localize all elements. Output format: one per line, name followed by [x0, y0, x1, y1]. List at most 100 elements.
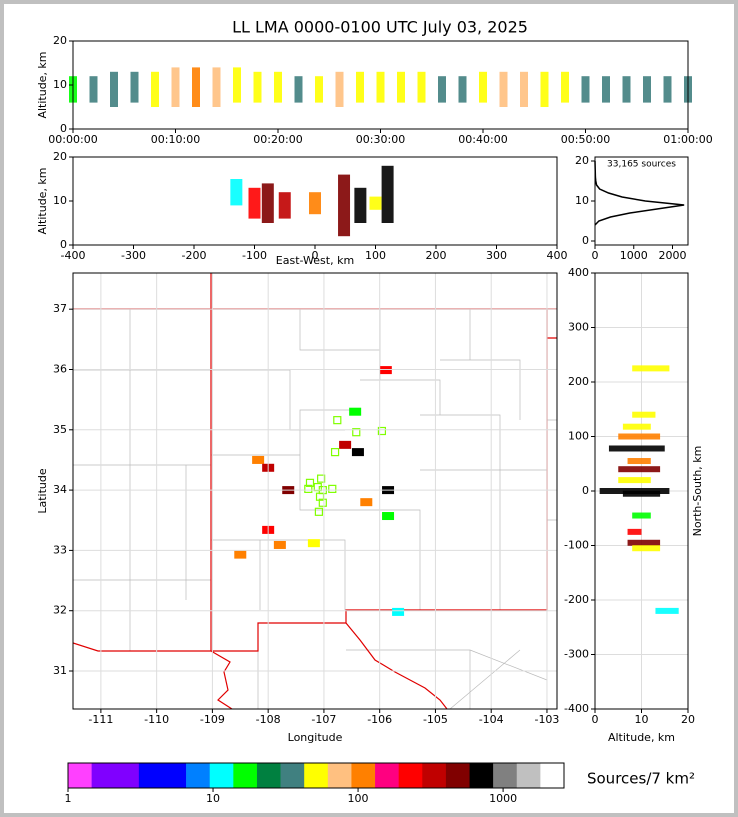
x-tick-label: 00:40:00 [458, 133, 507, 146]
y-tick-label: 400 [568, 266, 589, 279]
x-axis-label: East-West, km [276, 254, 354, 267]
source-band [632, 545, 661, 552]
source-cell [349, 407, 362, 416]
source-band [397, 71, 405, 103]
x-tick-label: -100 [242, 249, 267, 262]
source-count: 33,165 sources [607, 160, 676, 170]
x-tick-label: 100 [365, 249, 386, 262]
x-axis-label: Altitude, km [608, 731, 675, 744]
colorbar-cell [91, 763, 116, 788]
colorbar-cell [256, 763, 281, 788]
station [317, 474, 326, 483]
source-band [622, 490, 661, 497]
x-tick-label: 10 [635, 713, 649, 726]
x-tick-label: 300 [486, 249, 507, 262]
source-cell [339, 440, 352, 449]
source-cell [252, 455, 265, 464]
source-band [274, 71, 282, 103]
y-tick-label: 20 [53, 34, 67, 47]
x-tick-label: -300 [121, 249, 146, 262]
station [333, 416, 342, 425]
source-band [369, 196, 382, 210]
station [305, 478, 315, 487]
x-tick-label: -109 [200, 713, 225, 726]
y-tick-label: 36 [53, 362, 67, 375]
colorbar-cell [351, 763, 376, 788]
source-band [632, 365, 670, 372]
station [304, 484, 313, 493]
source-band [643, 76, 651, 103]
x-tick-label: 400 [547, 249, 568, 262]
y-tick-label: 31 [53, 664, 67, 677]
source-band [130, 71, 139, 103]
source-band [381, 165, 394, 223]
county-lines [73, 309, 557, 709]
x-tick-label: -400 [61, 249, 86, 262]
source-band [230, 179, 243, 206]
station [377, 426, 387, 436]
source-cell [273, 540, 286, 549]
x-tick-label: 0 [592, 249, 599, 262]
colorbar-tick-label: 1 [65, 792, 72, 805]
colorbar-cell [304, 763, 329, 788]
source-band [192, 67, 200, 107]
x-tick-label: -103 [534, 713, 559, 726]
x-tick-label: -200 [182, 249, 207, 262]
colorbar-cell [493, 763, 518, 788]
plot-frame [72, 272, 558, 710]
source-band [233, 67, 241, 103]
x-tick-label: 00:50:00 [561, 133, 610, 146]
colorbar-tick-label: 100 [348, 792, 369, 805]
source-band [278, 192, 291, 219]
x-tick-label: -108 [256, 713, 281, 726]
altitude-histogram [594, 160, 685, 226]
source-band [632, 512, 651, 519]
source-band [261, 183, 274, 223]
source-band [627, 539, 661, 546]
source-cell [360, 498, 373, 507]
source-band [151, 71, 159, 107]
source-band [458, 76, 467, 103]
x-tick-label: 00:30:00 [356, 133, 405, 146]
colorbar-cell [233, 763, 258, 788]
y-tick-label: 0 [582, 484, 589, 497]
colorbar-cell [162, 763, 187, 788]
x-tick-label: 00:10:00 [151, 133, 200, 146]
source-band [655, 607, 679, 614]
source-band [248, 187, 261, 219]
y-tick-label: 32 [53, 604, 67, 617]
source-band [618, 477, 651, 484]
colorbar-cell [540, 763, 565, 788]
y-tick-label: -200 [564, 593, 589, 606]
colorbar-tick-label: 10 [206, 792, 220, 805]
y-tick-label: -400 [564, 702, 589, 715]
colorbar-cell [115, 763, 140, 788]
source-band [561, 71, 569, 103]
x-tick-label: -111 [88, 713, 113, 726]
x-tick-label: 2000 [659, 249, 687, 262]
source-band [376, 71, 385, 103]
colorbar-cell [398, 763, 423, 788]
source-band [520, 71, 528, 107]
source-band [622, 423, 651, 430]
colorbar-frame [67, 762, 565, 789]
source-band [663, 76, 672, 103]
source-band [309, 192, 321, 215]
source-band [110, 71, 118, 107]
colorbar-cell [280, 763, 305, 788]
x-tick-label: -106 [367, 713, 392, 726]
source-band [89, 76, 98, 103]
x-tick-label: -105 [423, 713, 448, 726]
source-band [632, 411, 656, 418]
y-tick-label: -100 [564, 539, 589, 552]
y-tick-label: 200 [568, 375, 589, 388]
source-band [618, 433, 661, 440]
y-axis-label: Altitude, km [36, 167, 49, 234]
station [318, 498, 327, 507]
y-axis-label: North-South, km [691, 446, 704, 537]
source-band [294, 76, 303, 103]
y-tick-label: 34 [53, 483, 67, 496]
colorbar-cell [68, 763, 92, 788]
